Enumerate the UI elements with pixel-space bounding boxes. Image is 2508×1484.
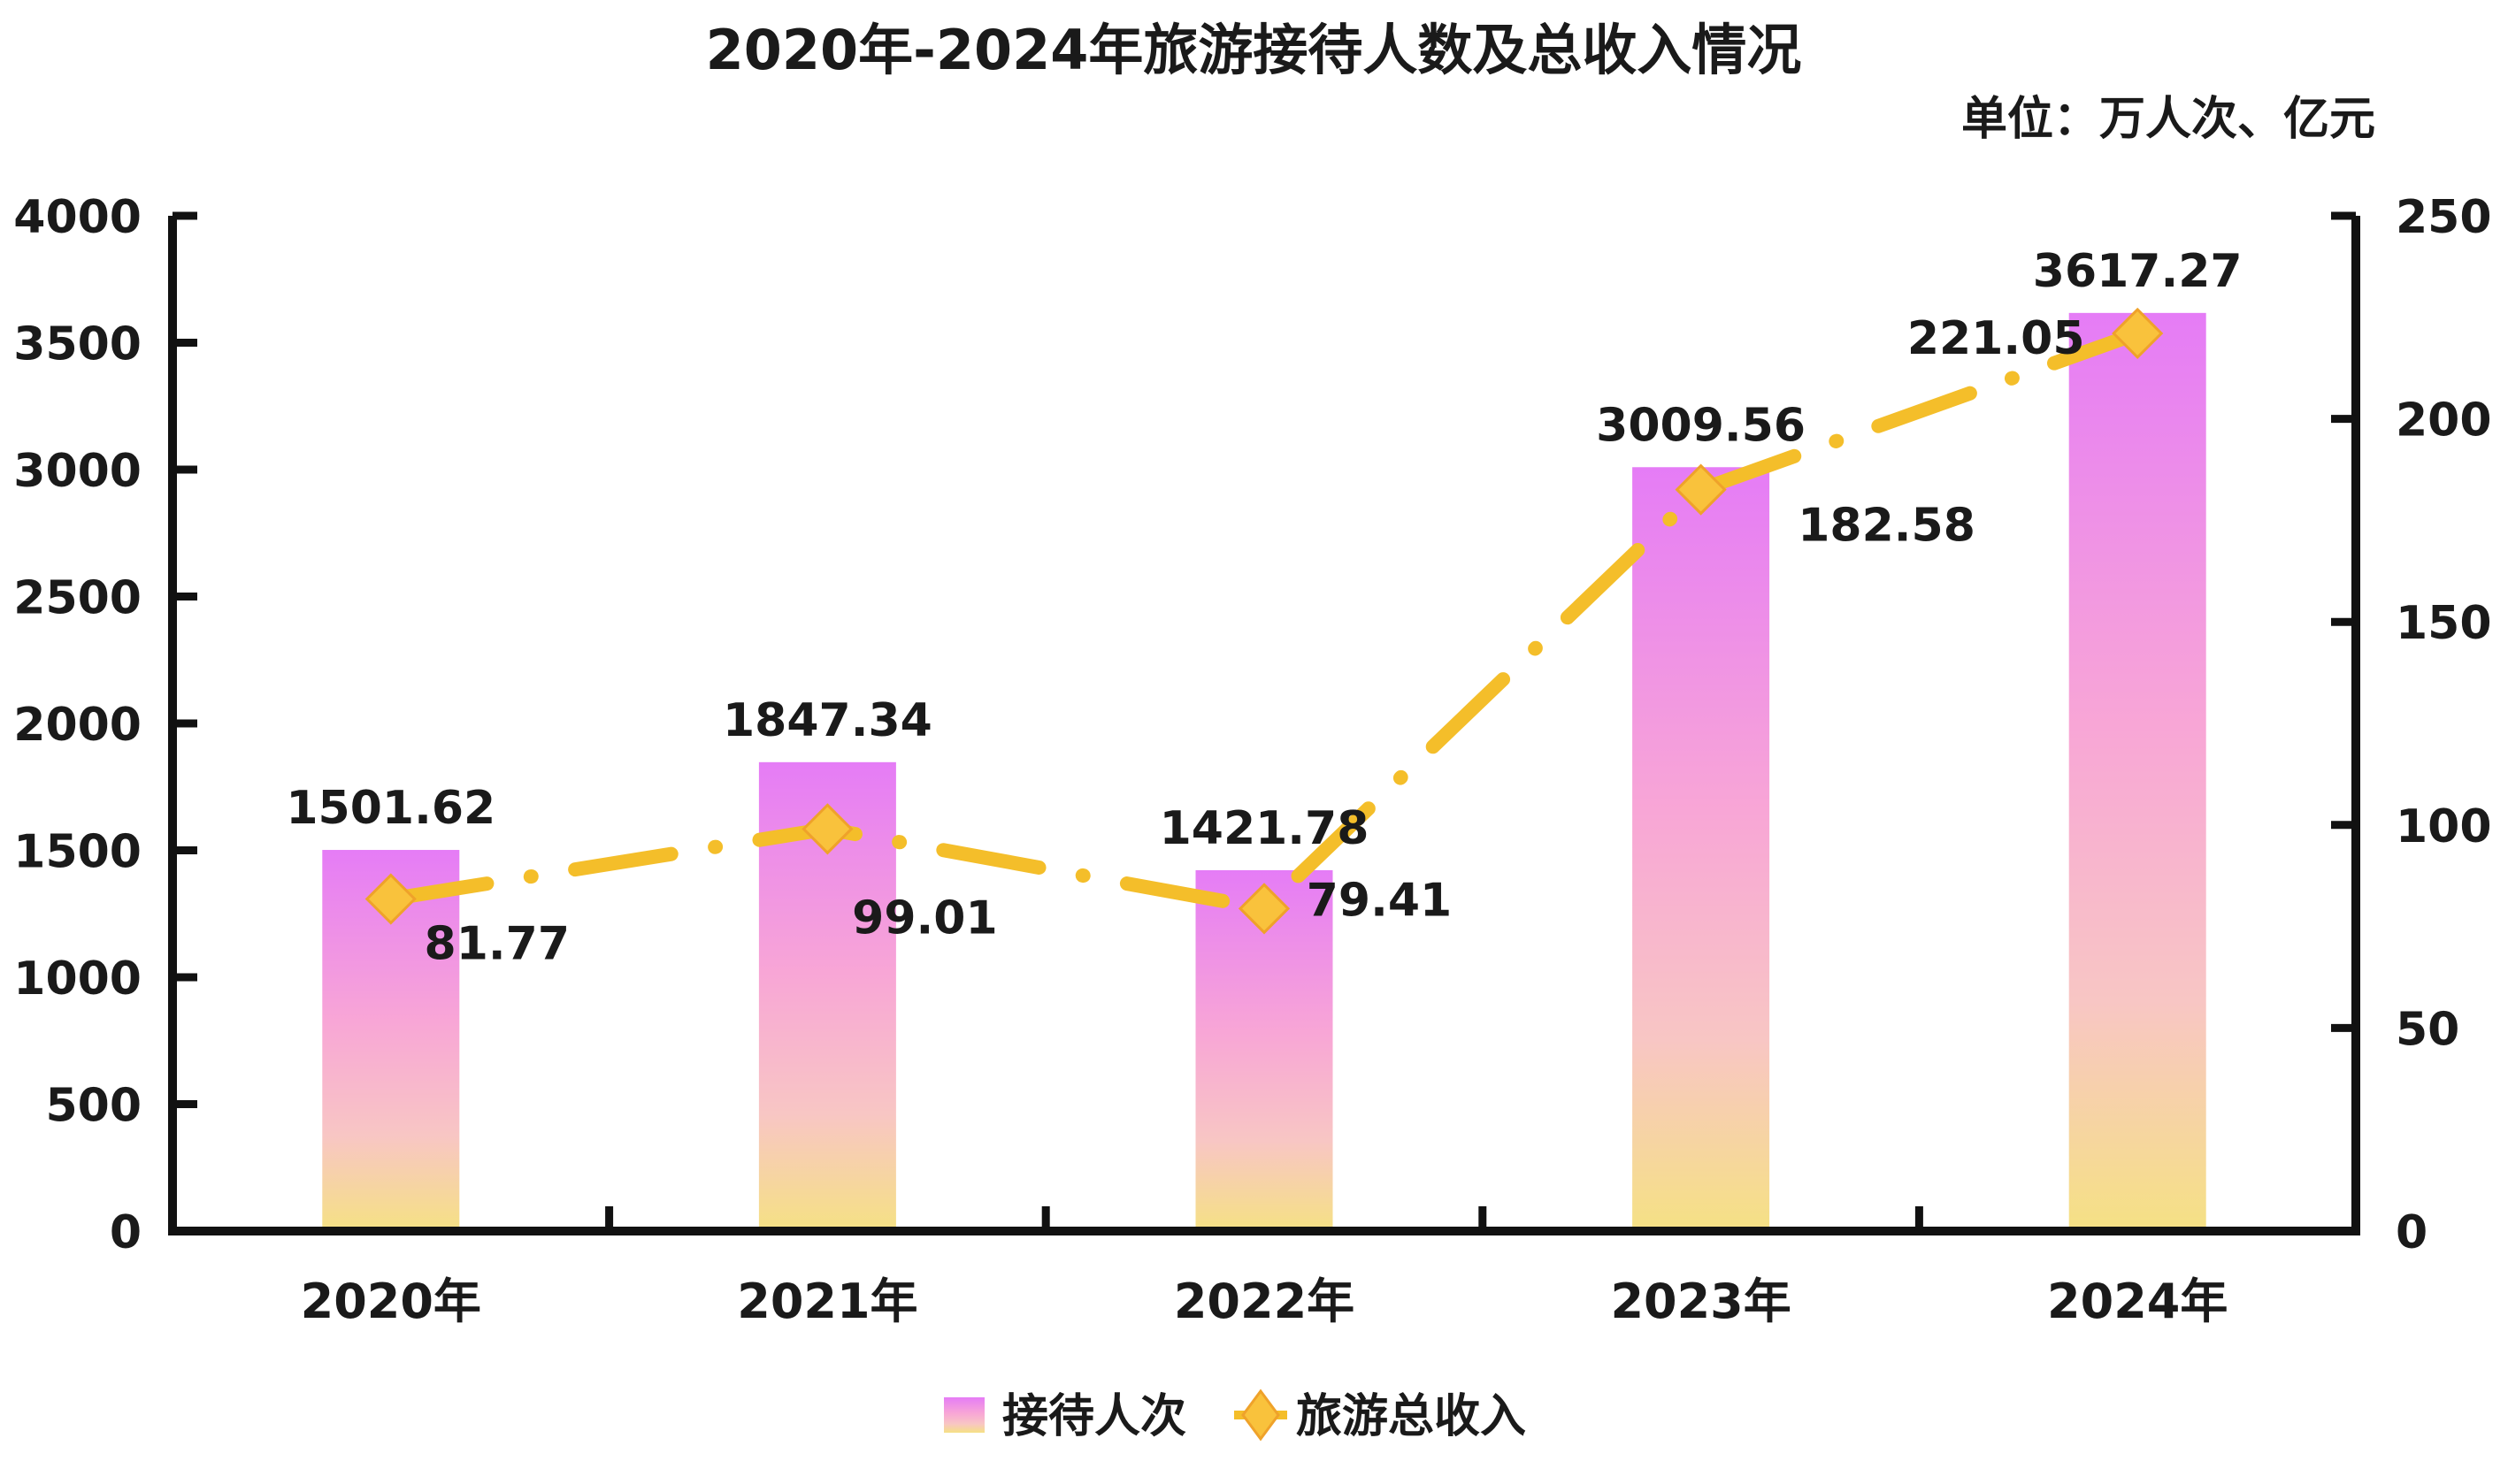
right-axis-tick-label: 0 (2396, 1206, 2427, 1259)
right-axis-tick-label: 200 (2396, 394, 2492, 447)
bar (1632, 467, 1770, 1231)
legend-swatch-bar (944, 1397, 985, 1433)
bar (2068, 312, 2206, 1231)
revenue-marker-diamond (1238, 883, 1291, 935)
revenue-marker-diamond (364, 873, 417, 925)
x-axis-tick-label: 2020年 (301, 1274, 481, 1329)
revenue-marker-diamond (2112, 307, 2164, 360)
x-axis-tick-label: 2021年 (737, 1274, 917, 1329)
right-axis-tick-label: 100 (2396, 800, 2492, 853)
right-axis-tick-label: 150 (2396, 597, 2492, 650)
x-axis-tick-label: 2023年 (1610, 1274, 1791, 1329)
line-data-label: 182.58 (1798, 500, 1975, 553)
unit-label: 单位：万人次、亿元 (1961, 93, 2375, 146)
chart-title: 2020年-2024年旅游接待人数及总收入情况 (706, 18, 1802, 82)
left-axis-tick-label: 500 (45, 1080, 142, 1133)
left-axis-tick-label: 3000 (13, 445, 142, 498)
bar-data-label: 1501.62 (286, 782, 495, 835)
legend: 接待人次 旅游总收入 (944, 1388, 1526, 1443)
left-axis-tick-label: 1500 (13, 826, 142, 879)
bar-data-label: 1847.34 (723, 694, 932, 747)
x-axis-tick-label: 2024年 (2047, 1274, 2228, 1329)
left-axis-tick-label: 1000 (13, 952, 142, 1006)
line-data-label: 81.77 (425, 918, 570, 971)
line-data-label: 79.41 (1307, 874, 1452, 927)
left-axis-tick-label: 2500 (13, 572, 142, 625)
bar-data-label: 1421.78 (1160, 802, 1369, 855)
right-axis-tick-label: 50 (2396, 1003, 2459, 1056)
x-axis-tick-label: 2022年 (1174, 1274, 1354, 1329)
left-axis-tick-label: 3500 (13, 318, 142, 371)
legend-marker-diamond-icon (1241, 1388, 1280, 1442)
legend-label-line: 旅游总收入 (1296, 1390, 1526, 1443)
revenue-marker-diamond (801, 803, 854, 855)
left-axis-tick-label: 4000 (13, 191, 142, 244)
left-axis-tick-label: 0 (110, 1206, 142, 1259)
revenue-marker-diamond (1675, 463, 1727, 516)
legend-label-bar: 接待人次 (1002, 1390, 1186, 1443)
bar-data-label: 3617.27 (2033, 245, 2243, 298)
line-data-label: 99.01 (852, 891, 997, 945)
left-axis-tick-label: 2000 (13, 699, 142, 752)
right-axis-tick-label: 250 (2396, 191, 2492, 244)
line-data-label: 221.05 (1907, 312, 2085, 365)
bar-data-label: 3009.56 (1596, 399, 1806, 452)
